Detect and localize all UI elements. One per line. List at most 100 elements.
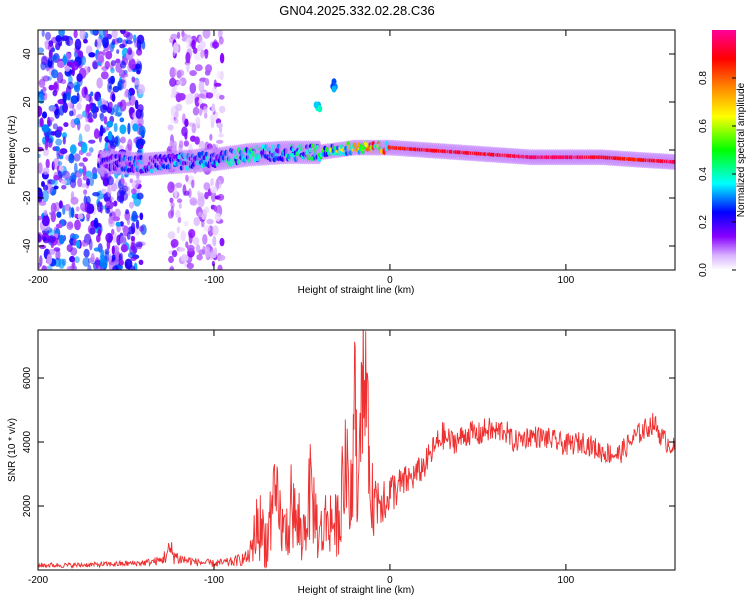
noise-blob — [169, 265, 174, 270]
noise-blob — [212, 225, 219, 236]
noise-blob — [136, 48, 143, 56]
noise-blob — [53, 82, 58, 91]
noise-blob — [181, 126, 188, 137]
noise-blob — [183, 221, 189, 227]
noise-blob — [90, 252, 95, 263]
noise-blob — [113, 200, 118, 207]
noise-blob — [121, 185, 129, 193]
noise-blob — [86, 212, 91, 220]
noise-blob — [70, 191, 75, 201]
spectral-blob — [313, 101, 319, 109]
noise-blob — [219, 52, 225, 64]
colorbar-tick-label: 0.0 — [698, 263, 709, 277]
noise-blob — [214, 82, 222, 87]
x-tick-label: 0 — [387, 275, 393, 286]
colorbar-label: Normalized spectral amplitude — [736, 82, 747, 217]
noise-blob — [135, 219, 140, 230]
noise-blob — [67, 81, 74, 90]
noise-blob — [101, 188, 107, 194]
noise-blob — [135, 108, 142, 119]
noise-blob — [86, 195, 91, 206]
noise-blob — [203, 182, 211, 191]
noise-blob — [133, 79, 141, 86]
noise-blob — [173, 68, 178, 76]
noise-blob — [136, 39, 142, 50]
noise-blob — [188, 122, 196, 127]
noise-blob — [204, 191, 209, 200]
colorbar-gradient — [712, 30, 736, 270]
noise-blob — [54, 257, 62, 267]
noise-blob — [197, 93, 206, 99]
noise-blob — [115, 221, 121, 227]
noise-blob — [38, 105, 43, 117]
noise-blob — [194, 136, 200, 145]
noise-blob — [189, 82, 197, 94]
noise-blob — [112, 265, 119, 270]
noise-blob — [138, 259, 144, 265]
noise-blob — [85, 95, 90, 102]
noise-blob — [69, 110, 74, 117]
noise-blob — [89, 147, 94, 153]
noise-blob — [195, 116, 201, 127]
noise-blob — [66, 265, 75, 270]
noise-blob — [71, 60, 79, 71]
noise-blob — [38, 162, 43, 174]
noise-region — [38, 30, 147, 270]
snr-x-label: Height of straight line (km) — [298, 585, 415, 596]
noise-blob — [71, 233, 80, 240]
noise-blob — [88, 52, 96, 58]
noise-blob — [131, 210, 138, 222]
y-tick-label: 0 — [22, 147, 33, 153]
noise-blob — [43, 147, 49, 157]
noise-blob — [41, 190, 49, 203]
noise-blob — [55, 249, 61, 261]
noise-blob — [120, 30, 126, 35]
noise-blob — [52, 89, 58, 97]
noise-blob — [99, 124, 104, 137]
noise-blob — [178, 144, 183, 152]
noise-blob — [48, 84, 55, 91]
noise-blob — [93, 217, 99, 229]
noise-blob — [45, 182, 53, 194]
noise-blob — [41, 30, 45, 37]
noise-blob — [78, 162, 85, 167]
noise-blob — [138, 225, 145, 232]
noise-blob — [83, 248, 90, 258]
noise-blob — [92, 111, 98, 119]
noise-blob — [106, 176, 114, 186]
noise-blob — [219, 94, 225, 100]
noise-blob — [48, 248, 56, 255]
noise-blob — [172, 42, 179, 54]
noise-blob — [93, 91, 101, 102]
noise-blob — [178, 247, 186, 252]
noise-blob — [111, 245, 115, 255]
noise-blob — [191, 179, 195, 189]
noise-blob — [198, 108, 203, 116]
noise-blob — [126, 32, 133, 41]
noise-blob — [216, 70, 221, 80]
noise-blob — [120, 73, 129, 78]
noise-blob — [76, 102, 82, 110]
noise-blob — [89, 227, 96, 235]
noise-blob — [55, 138, 63, 146]
noise-blob — [85, 152, 92, 157]
noise-blob — [97, 228, 102, 237]
noise-blob — [62, 136, 66, 145]
noise-blob — [56, 211, 62, 218]
noise-blob — [41, 124, 50, 133]
noise-blob — [54, 108, 60, 119]
noise-blob — [194, 64, 203, 72]
noise-blob — [58, 165, 64, 172]
spectrogram-marks — [38, 30, 675, 270]
noise-blob — [174, 111, 179, 119]
noise-blob — [69, 144, 77, 155]
noise-blob — [112, 216, 121, 222]
noise-blob — [86, 178, 90, 186]
snr-panel: -200 -100 0 100 2000 4000 6000 Height of strai… — [7, 329, 676, 596]
noise-blob — [210, 252, 217, 259]
noise-blob — [167, 181, 175, 193]
x-tick-label: -200 — [28, 275, 48, 286]
noise-blob — [124, 258, 133, 270]
noise-blob — [110, 67, 115, 74]
